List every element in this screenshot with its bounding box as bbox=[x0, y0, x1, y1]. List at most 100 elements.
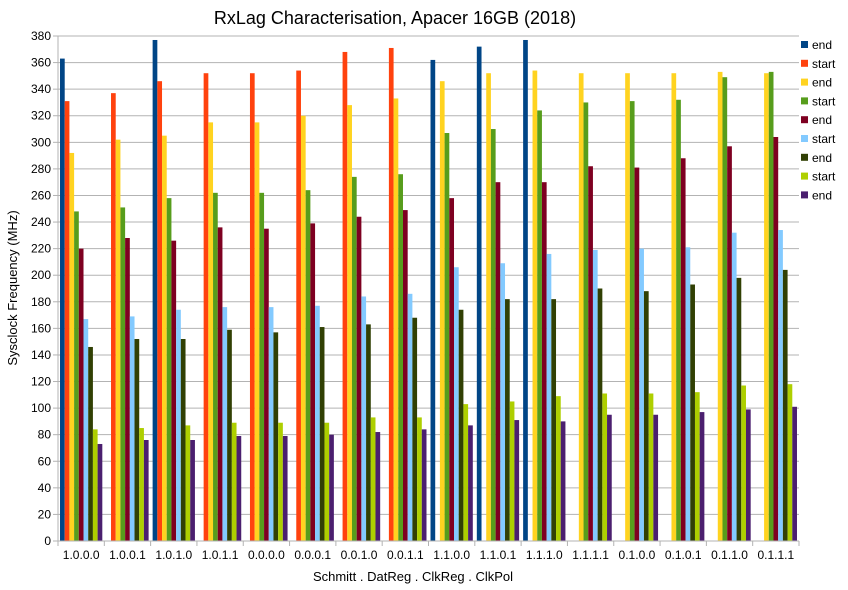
bar bbox=[111, 93, 116, 541]
bar bbox=[476, 46, 482, 541]
bar bbox=[83, 319, 89, 541]
bar bbox=[490, 129, 496, 541]
bar bbox=[97, 443, 103, 541]
bar bbox=[602, 393, 608, 541]
x-tick-label: 0.1.0.1 bbox=[665, 548, 702, 562]
x-tick-label: 1.0.1.0 bbox=[155, 548, 192, 562]
bar bbox=[773, 137, 779, 541]
bar bbox=[500, 263, 506, 541]
bar bbox=[157, 81, 163, 542]
y-tick-label: 60 bbox=[38, 454, 52, 468]
bar bbox=[745, 409, 751, 541]
bar bbox=[592, 249, 598, 541]
bar bbox=[180, 339, 186, 541]
y-tick-label: 40 bbox=[38, 481, 52, 495]
y-tick-label: 300 bbox=[31, 135, 51, 149]
bar bbox=[171, 240, 177, 541]
bar bbox=[236, 436, 242, 541]
bar bbox=[722, 77, 728, 541]
bar bbox=[629, 101, 635, 542]
x-tick-label: 1.0.0.1 bbox=[109, 548, 146, 562]
x-axis-label: Schmitt . DatReg . ClkReg . ClkPol bbox=[313, 569, 513, 584]
x-tick-label: 0.1.1.1 bbox=[757, 548, 794, 562]
x-tick-label: 1.0.0.0 bbox=[63, 548, 100, 562]
bar bbox=[185, 425, 191, 541]
bar bbox=[139, 428, 144, 541]
bar bbox=[556, 396, 561, 541]
bar bbox=[671, 73, 677, 542]
y-tick-labels: 0 20 40 60 80 100 120 140 160 180 200 220 240 260 280 3… bbox=[31, 29, 51, 548]
bar bbox=[463, 404, 469, 541]
bar bbox=[259, 192, 265, 541]
legend-swatch bbox=[801, 116, 808, 124]
bar bbox=[69, 152, 75, 541]
bar bbox=[231, 422, 237, 541]
y-tick-label: 120 bbox=[31, 375, 51, 389]
bar bbox=[329, 434, 334, 541]
bar bbox=[792, 406, 797, 541]
bar bbox=[634, 167, 640, 541]
legend-swatch bbox=[801, 191, 808, 199]
bar bbox=[278, 422, 283, 541]
bar bbox=[342, 51, 348, 541]
legend-swatch bbox=[801, 59, 808, 67]
bar bbox=[449, 198, 455, 541]
bar bbox=[690, 284, 695, 541]
bar bbox=[143, 440, 149, 541]
x-tick-label: 1.1.1.0 bbox=[526, 548, 563, 562]
bar bbox=[315, 305, 320, 541]
bar bbox=[643, 291, 649, 541]
bar bbox=[366, 324, 371, 541]
legend-swatch bbox=[801, 78, 808, 86]
bar bbox=[254, 122, 260, 541]
bar bbox=[468, 425, 473, 541]
bar bbox=[282, 436, 288, 541]
bar bbox=[639, 248, 644, 541]
bar bbox=[152, 39, 158, 542]
y-tick-label: 0 bbox=[44, 534, 51, 548]
x-tick-label: 0.0.0.0 bbox=[248, 548, 285, 562]
bar bbox=[300, 115, 306, 542]
bar bbox=[296, 70, 301, 542]
bar bbox=[694, 392, 700, 541]
axes-group bbox=[57, 36, 800, 546]
y-tick-label: 360 bbox=[31, 56, 51, 70]
x-tick-label: 1.1.0.1 bbox=[480, 548, 517, 562]
bar bbox=[249, 73, 255, 542]
bar bbox=[203, 73, 209, 542]
legend-label: end bbox=[812, 188, 832, 202]
bar bbox=[648, 393, 654, 541]
bar bbox=[782, 269, 788, 541]
bar bbox=[92, 429, 98, 541]
bar bbox=[731, 232, 737, 541]
y-tick-label: 320 bbox=[31, 109, 51, 123]
bar bbox=[412, 317, 418, 541]
bar bbox=[417, 417, 422, 541]
bar bbox=[64, 101, 70, 542]
bar bbox=[680, 158, 686, 541]
legend-label: end bbox=[812, 76, 832, 90]
bars-group bbox=[60, 39, 797, 542]
legend-swatch bbox=[801, 135, 808, 142]
bar bbox=[717, 71, 723, 541]
y-tick-label: 340 bbox=[31, 82, 51, 96]
bar bbox=[444, 133, 450, 541]
bar bbox=[421, 429, 427, 541]
x-tick-label: 0.1.0.0 bbox=[619, 548, 656, 562]
bar bbox=[176, 309, 181, 541]
legend-label: end bbox=[812, 151, 832, 165]
bar bbox=[676, 99, 681, 541]
bar bbox=[264, 228, 269, 541]
y-tick-label: 160 bbox=[31, 321, 51, 335]
legend-swatch bbox=[801, 41, 808, 48]
legend: end start end start end start end start end bbox=[801, 38, 836, 202]
bar bbox=[398, 174, 403, 541]
bar bbox=[736, 277, 742, 541]
y-tick-label: 280 bbox=[31, 162, 51, 176]
legend-swatch bbox=[801, 97, 808, 105]
bar bbox=[310, 223, 316, 541]
bar bbox=[597, 288, 603, 541]
bar bbox=[430, 59, 436, 542]
legend-label: start bbox=[812, 170, 836, 184]
